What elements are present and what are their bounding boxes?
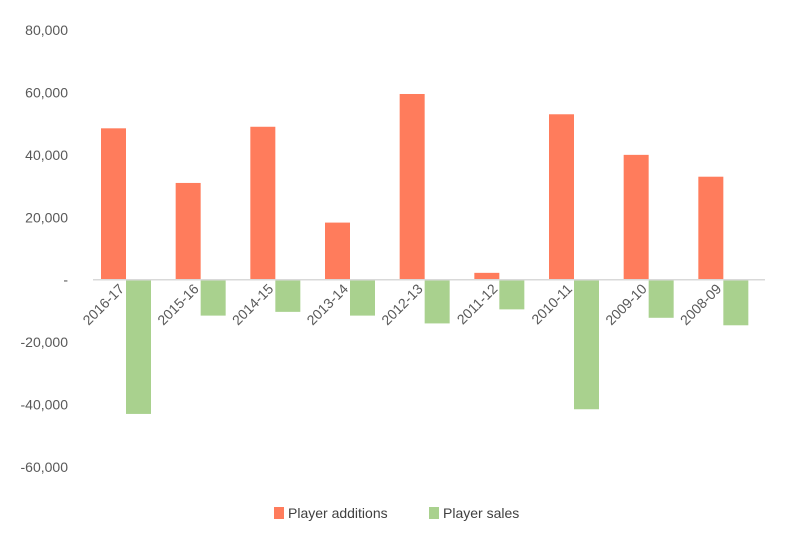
bar-player-sales-2010-11	[574, 279, 599, 410]
bar-player-sales-2016-17	[126, 279, 151, 414]
x-tick-label: 2013-14	[303, 280, 351, 328]
legend: Player additions Player sales	[274, 505, 519, 521]
bar-player-sales-2008-09	[723, 279, 749, 326]
bar-player-additions-2014-15	[250, 126, 276, 280]
bar-player-sales-2011-12	[499, 279, 525, 310]
y-tick-label: -60,000	[21, 459, 69, 475]
y-tick-label: 60,000	[25, 84, 68, 100]
bar-player-additions-2012-13	[399, 93, 425, 280]
bar-player-sales-2012-13	[424, 279, 450, 324]
bar-player-sales-2014-15	[275, 279, 301, 312]
y-tick-label: -	[63, 272, 68, 288]
bar-player-sales-2009-10	[648, 279, 674, 318]
bar-player-additions-2009-10	[623, 154, 649, 280]
bars	[101, 93, 749, 414]
x-tick-label: 2015-16	[154, 280, 202, 328]
bar-player-additions-2016-17	[101, 128, 126, 280]
bar-player-additions-2008-09	[698, 176, 724, 280]
y-tick-label: 20,000	[25, 209, 68, 225]
y-tick-label: 40,000	[25, 147, 68, 163]
bar-player-additions-2015-16	[175, 182, 201, 280]
x-tick-label: 2016-17	[79, 280, 127, 328]
legend-swatch	[274, 507, 284, 519]
x-axis-ticks: 2016-17 2015-16 2014-15 2013-14 2012-13 2011-…	[79, 280, 724, 328]
x-tick-label: 2008-09	[677, 280, 725, 328]
x-tick-label: 2012-13	[378, 280, 426, 328]
bar-player-additions-2010-11	[549, 114, 574, 280]
bar-player-sales-2015-16	[200, 279, 226, 316]
y-tick-label: -40,000	[21, 397, 69, 413]
bar-player-additions-2011-12	[474, 272, 500, 280]
x-tick-label: 2010-11	[528, 280, 575, 327]
bar-player-sales-2013-14	[350, 279, 375, 316]
bar-player-additions-2013-14	[325, 222, 350, 280]
legend-swatch	[429, 507, 439, 519]
y-tick-label: -20,000	[21, 334, 69, 350]
y-tick-label: 80,000	[25, 22, 68, 38]
x-tick-label: 2009-10	[602, 280, 650, 328]
legend-label: Player sales	[443, 505, 519, 521]
x-tick-label: 2014-15	[229, 280, 277, 328]
legend-label: Player additions	[288, 505, 388, 521]
y-axis-ticks: 80,000 60,000 40,000 20,000 - -20,000 -40,000 -…	[21, 22, 69, 475]
x-tick-label: 2011-12	[454, 280, 501, 327]
